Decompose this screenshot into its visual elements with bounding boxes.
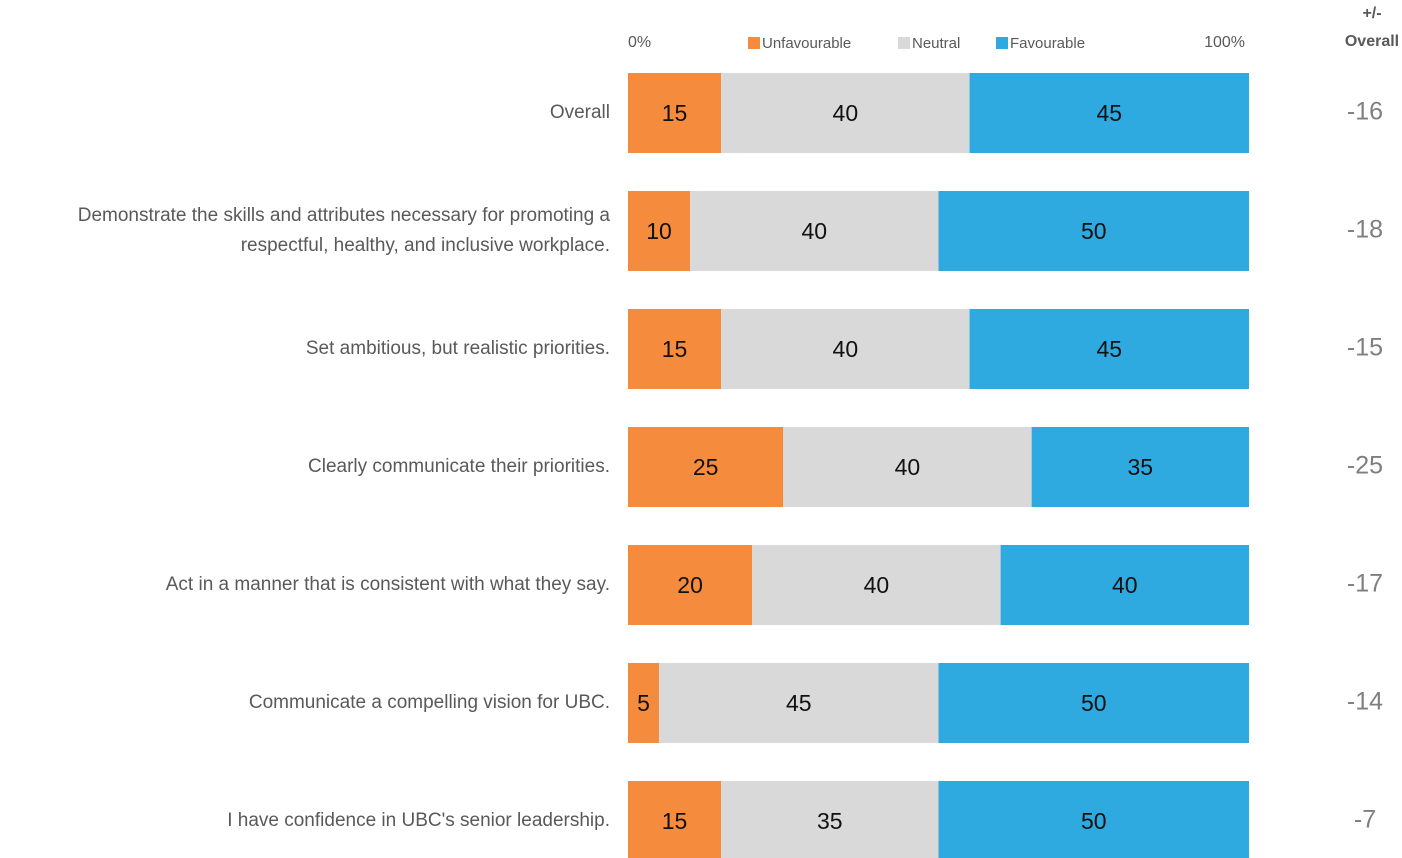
diff-value: -18	[1347, 216, 1383, 244]
bar-segment	[721, 309, 970, 389]
value-label: 15	[662, 100, 688, 126]
diff-value: -15	[1347, 334, 1383, 362]
value-label: 5	[637, 690, 650, 716]
value-label: 40	[833, 100, 859, 126]
bar-segment	[969, 309, 1249, 389]
value-label: 10	[646, 218, 672, 244]
bar-segment	[938, 191, 1249, 271]
value-label: 15	[662, 336, 688, 362]
category-label: Demonstrate the skills and attributes ne…	[77, 205, 610, 256]
diff-value: -14	[1347, 688, 1383, 716]
value-label: 40	[1112, 572, 1138, 598]
bar-segment	[721, 781, 939, 858]
x-tick-label: 0%	[628, 34, 651, 51]
bar-segment	[659, 663, 939, 743]
value-label: 20	[677, 572, 703, 598]
value-label: 35	[1128, 454, 1154, 480]
bar-segment	[783, 427, 1032, 507]
bar-segment	[628, 663, 660, 743]
diff-value: -7	[1354, 806, 1376, 834]
category-label: Clearly communicate their priorities.	[308, 456, 610, 477]
value-label: 45	[1096, 336, 1122, 362]
diff-value: -25	[1347, 452, 1383, 480]
bar-segment	[938, 663, 1249, 743]
bar-segment	[1031, 427, 1249, 507]
bar-segment	[628, 309, 722, 389]
value-label: 40	[833, 336, 859, 362]
category-label: Act in a manner that is consistent with …	[165, 574, 610, 595]
diff-header: +/-	[1362, 5, 1381, 22]
value-label: 45	[1096, 100, 1122, 126]
value-label: 15	[662, 808, 688, 834]
legend-label: Unfavourable	[762, 35, 851, 52]
category-label: I have confidence in UBC's senior leader…	[227, 810, 610, 831]
bar-segment	[628, 191, 691, 271]
legend-swatch	[748, 37, 760, 49]
value-label: 35	[817, 808, 843, 834]
bar-segment	[938, 781, 1249, 858]
diff-value: -17	[1347, 570, 1383, 598]
x-tick-label: 100%	[1204, 34, 1245, 51]
bar-segment	[628, 781, 722, 858]
bar-segment	[628, 73, 722, 153]
legend-swatch	[898, 37, 910, 49]
category-label: Communicate a compelling vision for UBC.	[248, 692, 610, 713]
diff-value: -16	[1347, 98, 1383, 126]
bar-segment	[628, 545, 753, 625]
value-label: 25	[693, 454, 719, 480]
bar-segment	[690, 191, 939, 271]
value-label: 40	[802, 218, 828, 244]
value-label: 45	[786, 690, 812, 716]
value-label: 50	[1081, 218, 1107, 244]
diff-header: Overall	[1345, 33, 1399, 50]
value-label: 40	[895, 454, 921, 480]
category-label: Set ambitious, but realistic priorities.	[305, 338, 610, 359]
legend-label: Neutral	[912, 35, 960, 52]
bar-segment	[721, 73, 970, 153]
legend-label: Favourable	[1010, 35, 1085, 52]
legend-swatch	[996, 37, 1008, 49]
value-label: 40	[864, 572, 890, 598]
bar-segment	[628, 427, 784, 507]
bar-segment	[752, 545, 1001, 625]
category-label: Overall	[549, 102, 610, 123]
bar-segment	[969, 73, 1249, 153]
bar-segment	[1000, 545, 1249, 625]
value-label: 50	[1081, 808, 1107, 834]
value-label: 50	[1081, 690, 1107, 716]
